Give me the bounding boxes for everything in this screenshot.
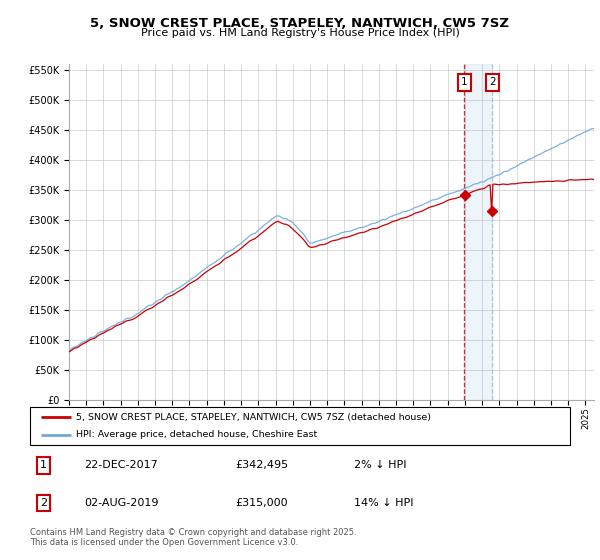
Text: 2: 2 <box>489 77 496 87</box>
Text: 2% ↓ HPI: 2% ↓ HPI <box>354 460 407 470</box>
Text: 1: 1 <box>40 460 47 470</box>
Bar <box>464 64 492 400</box>
Text: Contains HM Land Registry data © Crown copyright and database right 2025.
This d: Contains HM Land Registry data © Crown c… <box>30 528 356 547</box>
Text: 2: 2 <box>40 498 47 508</box>
Text: 5, SNOW CREST PLACE, STAPELEY, NANTWICH, CW5 7SZ: 5, SNOW CREST PLACE, STAPELEY, NANTWICH,… <box>91 17 509 30</box>
Text: HPI: Average price, detached house, Cheshire East: HPI: Average price, detached house, Ches… <box>76 431 317 440</box>
Text: 14% ↓ HPI: 14% ↓ HPI <box>354 498 413 508</box>
Text: 22-DEC-2017: 22-DEC-2017 <box>84 460 158 470</box>
Text: £342,495: £342,495 <box>235 460 289 470</box>
Text: £315,000: £315,000 <box>235 498 288 508</box>
Text: 02-AUG-2019: 02-AUG-2019 <box>84 498 158 508</box>
Text: 1: 1 <box>461 77 467 87</box>
Text: 5, SNOW CREST PLACE, STAPELEY, NANTWICH, CW5 7SZ (detached house): 5, SNOW CREST PLACE, STAPELEY, NANTWICH,… <box>76 413 431 422</box>
Text: Price paid vs. HM Land Registry's House Price Index (HPI): Price paid vs. HM Land Registry's House … <box>140 28 460 38</box>
